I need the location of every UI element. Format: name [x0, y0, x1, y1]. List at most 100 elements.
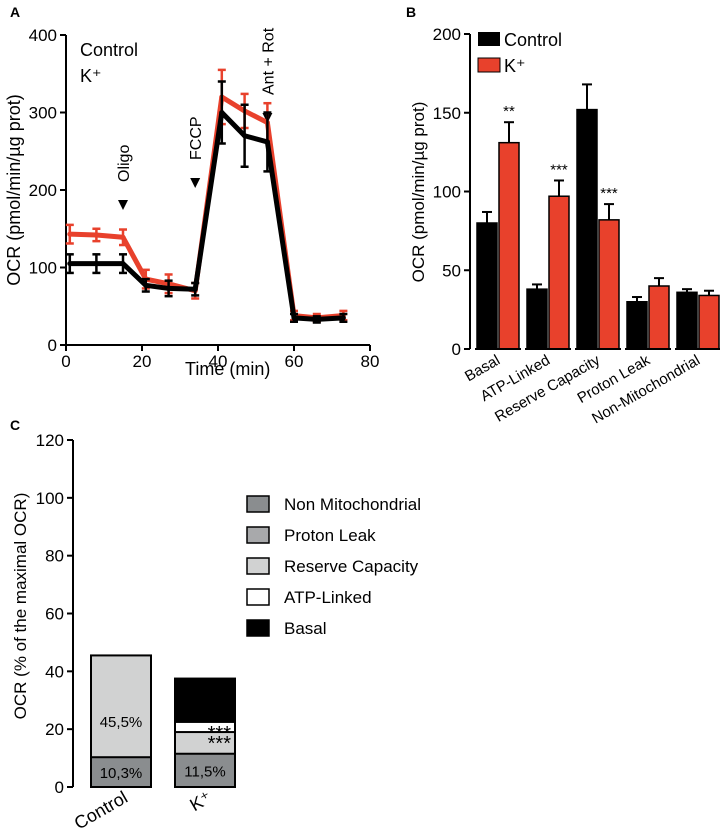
c-y-tick-label: 100 [36, 489, 64, 508]
panel-a-label: A [10, 4, 20, 20]
b-y-tick-label: 100 [433, 183, 461, 202]
a-data-point [166, 285, 172, 291]
a-y-tick-label: 100 [29, 259, 57, 278]
a-data-point [314, 316, 320, 322]
c-legend-swatch [246, 526, 270, 544]
c-significance: *** [208, 733, 232, 755]
b-group-proton-leak [625, 277, 671, 350]
b-group-basal: ** [475, 103, 521, 350]
b-bar-control [676, 291, 698, 350]
a-data-point [93, 232, 99, 238]
c-segment-non-mitochondrial [90, 756, 152, 788]
b-significance: *** [600, 185, 618, 202]
panel-c: C 0 20 40 60 80 100 120 24,2%11,2%45,5%8,5%10,… [10, 417, 421, 833]
a-data-point [93, 261, 99, 267]
b-bar-control [576, 108, 598, 350]
c-y-tick-label: 60 [45, 605, 64, 624]
b-bars: ******** [475, 83, 720, 350]
c-stacked-bars: 24,2%11,2%45,5%8,5%10,3% **37,5%***22,5%*… [90, 654, 236, 789]
c-y-axis-label: OCR (% of the maximal OCR) [11, 493, 30, 720]
a-data-point [264, 139, 270, 145]
c-category-label: Control [71, 787, 131, 833]
b-y-axis-label: OCR (pmol/min/µg prot) [409, 102, 428, 283]
b-y-tick-label: 50 [442, 261, 461, 280]
a-series-line [69, 110, 344, 322]
a-y-tick-label: 300 [29, 104, 57, 123]
a-series-control [65, 80, 348, 324]
b-group-non-mitochondrial [675, 288, 720, 350]
c-significance: ** [215, 680, 231, 702]
a-series [65, 68, 348, 324]
a-data-point [242, 133, 248, 139]
a-annotation-arrow [118, 200, 128, 210]
c-segment-non-mitochondrial [174, 752, 236, 789]
a-annotation-label: FCCP [188, 116, 205, 160]
a-annotations: Oligo FCCP Ant + Rot [116, 27, 277, 210]
a-x-tick-label: 80 [361, 352, 380, 371]
c-bar-k: **37,5%***22,5%***19%11,2%11,5% [174, 677, 236, 789]
c-legend-swatch [246, 588, 270, 606]
b-bar-k [498, 141, 520, 350]
panel-c-label: C [10, 417, 20, 433]
b-bar-control [626, 301, 648, 350]
panel-b-label: B [406, 4, 416, 20]
c-legend: Non Mitochondrial Proton Leak Reserve Capa… [246, 495, 421, 638]
a-annotation-label: Ant + Rot [260, 27, 277, 95]
c-legend-label: Reserve Capacity [284, 557, 419, 576]
a-data-point [340, 315, 346, 321]
c-legend-swatch [246, 619, 270, 637]
a-x-ticks: 0 20 40 60 80 [61, 345, 379, 371]
a-y-tick-label: 200 [29, 181, 57, 200]
c-y-ticks: 0 20 40 60 80 100 120 [36, 431, 73, 797]
c-bar-control: 24,2%11,2%45,5%8,5%10,3% [90, 654, 152, 789]
a-data-point [67, 261, 73, 267]
c-y-tick-label: 0 [55, 778, 64, 797]
b-y-ticks: 0 50 100 150 200 [433, 25, 470, 359]
a-data-point [120, 261, 126, 267]
c-legend-swatch [246, 557, 270, 575]
c-segment-label: 11,5% [184, 763, 225, 780]
c-y-tick-label: 80 [45, 547, 64, 566]
a-x-tick-label: 0 [61, 352, 70, 371]
b-y-tick-label: 0 [452, 340, 461, 359]
b-legend-k: K⁺ [504, 56, 526, 76]
b-group-reserve-capacity: *** [575, 83, 621, 350]
b-significance: *** [550, 161, 568, 178]
b-bar-k [698, 294, 720, 350]
a-series-k [65, 68, 348, 323]
a-annotation-label: Oligo [116, 145, 133, 182]
b-bar-k [598, 219, 620, 350]
a-y-tick-label: 0 [48, 336, 57, 355]
a-data-point [192, 286, 198, 292]
c-segment-label: 45,5% [100, 714, 143, 731]
a-x-tick-label: 20 [133, 352, 152, 371]
b-y-tick-label: 200 [433, 25, 461, 44]
b-bar-k [548, 195, 570, 350]
a-data-point [291, 315, 297, 321]
b-legend-control: Control [504, 30, 562, 50]
b-bar-control [476, 222, 498, 350]
a-y-tick-label: 400 [29, 26, 57, 45]
a-data-point [143, 282, 149, 288]
c-legend-label: Non Mitochondrial [284, 495, 421, 514]
c-legend-label: Basal [284, 619, 327, 638]
c-y-tick-label: 40 [45, 662, 64, 681]
a-annotation-arrow [190, 178, 201, 188]
b-group-atp-linked: *** [525, 161, 571, 350]
a-data-point [120, 234, 126, 240]
b-legend-swatch-control [478, 32, 500, 46]
b-legend-swatch-k [477, 57, 501, 73]
a-data-point [219, 110, 225, 115]
a-x-tick-label: 60 [285, 352, 304, 371]
c-segment-label: 10,3% [100, 765, 143, 782]
c-legend-swatch [246, 495, 270, 513]
c-category-labels: Control K⁺ [71, 787, 215, 833]
b-significance: ** [503, 103, 515, 120]
b-y-tick-label: 150 [433, 104, 461, 123]
c-legend-label: ATP-Linked [284, 588, 372, 607]
b-bar-k [648, 285, 670, 350]
